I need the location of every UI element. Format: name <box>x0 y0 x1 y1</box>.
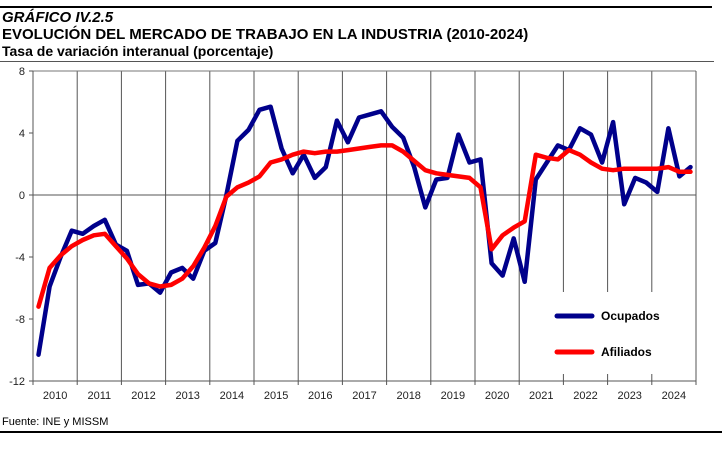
legend-label-ocupados: Ocupados <box>601 309 660 323</box>
x-tick-label: 2020 <box>485 390 509 402</box>
x-tick-label: 2015 <box>264 390 288 402</box>
y-tick-label: 0 <box>19 190 25 202</box>
chart-title: EVOLUCIÓN DEL MERCADO DE TRABAJO EN LA I… <box>2 26 529 43</box>
x-tick-label: 2017 <box>352 390 376 402</box>
series-lines <box>36 104 693 357</box>
x-tick-label: 2010 <box>43 390 67 402</box>
header-divider <box>0 61 714 62</box>
x-tick-label: 2021 <box>529 390 553 402</box>
legend-label-afiliados: Afiliados <box>601 345 652 359</box>
y-tick-label: -4 <box>15 252 25 264</box>
x-tick-label: 2023 <box>617 390 641 402</box>
x-tick-label: 2012 <box>131 390 155 402</box>
x-tick-label: 2024 <box>662 390 686 402</box>
series-line-afiliados <box>36 143 693 309</box>
y-tick-label: 4 <box>19 128 25 140</box>
x-tick-label: 2019 <box>441 390 465 402</box>
y-tick-label: -12 <box>9 376 25 388</box>
source-note: Fuente: INE y MISSM <box>2 416 109 428</box>
bottom-rule <box>0 431 722 433</box>
y-tick-label: -8 <box>15 314 25 326</box>
x-tick-label: 2013 <box>175 390 199 402</box>
top-rule <box>0 6 712 8</box>
axes: 8 4 0 -4 -8 -12 2010 2011 2012 2013 2014 2015 2016 20… <box>9 66 697 402</box>
legend: Ocupados Afiliados <box>540 292 690 374</box>
x-tick-label: 2022 <box>573 390 597 402</box>
x-tick-label: 2011 <box>87 390 111 402</box>
figure-label: GRÁFICO IV.2.5 <box>2 9 114 26</box>
legend-background <box>540 292 690 374</box>
y-tick-label: 8 <box>19 66 25 78</box>
x-tick-label: 2016 <box>308 390 332 402</box>
chart-subtitle: Tasa de variación interanual (porcentaje… <box>2 43 274 59</box>
x-tick-label: 2014 <box>220 390 244 402</box>
x-tick-label: 2018 <box>396 390 420 402</box>
